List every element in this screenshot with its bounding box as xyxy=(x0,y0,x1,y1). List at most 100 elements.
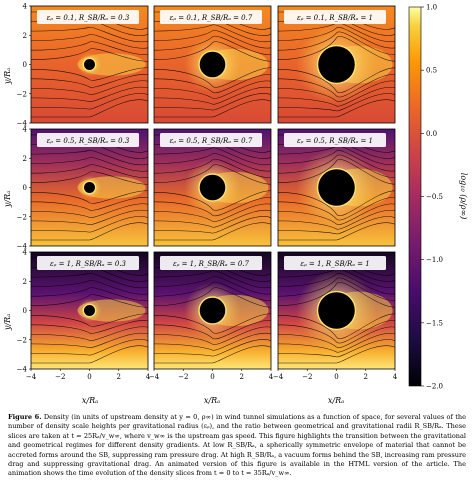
streamline xyxy=(278,27,395,49)
panel-label: εᵨ = 0.5, R_SB/Rₐ = 0.3 xyxy=(47,137,130,145)
panel-label-box xyxy=(37,10,139,24)
streamline xyxy=(278,203,395,225)
body xyxy=(84,59,95,70)
streamline xyxy=(154,158,271,178)
panel-label-box xyxy=(284,133,386,147)
streamline xyxy=(154,24,271,43)
panel-label-box xyxy=(160,256,262,270)
streamline xyxy=(31,34,148,49)
y-tick-label: −4 xyxy=(17,243,28,251)
density-panel: εᵨ = 0.1, R_SB/Rₐ = 1 xyxy=(277,5,396,124)
streamline xyxy=(154,86,271,105)
streamline xyxy=(31,203,148,218)
panel-label: εᵨ = 0.1, R_SB/Rₐ = 0.7 xyxy=(170,14,253,22)
streamline xyxy=(31,320,148,334)
y-tick-label: −4 xyxy=(17,366,28,374)
streamline xyxy=(154,222,271,241)
body xyxy=(318,292,355,329)
streamline xyxy=(154,190,271,211)
streamline xyxy=(278,210,395,230)
panel-label: εᵨ = 1, R_SB/Rₐ = 0.7 xyxy=(173,260,250,268)
streamline xyxy=(154,287,271,308)
y-tick-label: 0 xyxy=(23,184,27,192)
streamline xyxy=(154,209,271,228)
streamline xyxy=(31,339,148,356)
streamline xyxy=(154,345,271,364)
streamline xyxy=(154,270,271,289)
panel-label: εᵨ = 1, R_SB/Rₐ = 0.3 xyxy=(50,260,127,268)
colorbar-tick-label: −2.0 xyxy=(426,383,443,391)
streamline xyxy=(154,339,271,357)
streamline xyxy=(278,154,395,178)
colorbar-tick-label: 0.5 xyxy=(426,67,437,75)
colorbar-ticks: 1.0 0.5 0.0 −0.5 −1.0 −1.5 −2.0 xyxy=(421,4,443,391)
streamline xyxy=(154,41,271,62)
x-axis-label-col1: x/Rₐ xyxy=(82,396,98,405)
colorbar-tick-label: −1.5 xyxy=(426,319,443,327)
streamline xyxy=(278,93,395,112)
x-tick-label: 0 xyxy=(210,373,214,381)
panel-label: εᵨ = 1, R_SB/Rₐ = 1 xyxy=(300,260,369,268)
panel-label-box xyxy=(160,133,262,147)
y-tick-label: −4 xyxy=(17,120,28,128)
panel-label-box xyxy=(284,10,386,24)
density-panel: εᵨ = 0.5, R_SB/Rₐ = 0.7 xyxy=(153,128,272,247)
streamline xyxy=(31,27,148,43)
streamline xyxy=(31,280,148,295)
caption-text: Density (in units of upstream density at… xyxy=(8,413,466,478)
streamline xyxy=(278,273,395,295)
streamline xyxy=(31,313,148,327)
body xyxy=(84,182,95,193)
body xyxy=(84,305,95,316)
x-tick-label: −4 xyxy=(149,373,160,381)
colorbar-tick-label: −1.0 xyxy=(426,256,443,264)
y-tick-label: −2 xyxy=(17,90,27,98)
density-panel: εᵨ = 0.5, R_SB/Rₐ = 1 xyxy=(277,128,396,247)
streamline xyxy=(154,326,271,345)
panel-label-box xyxy=(284,256,386,270)
streamline xyxy=(278,216,395,235)
streamline xyxy=(154,197,271,217)
streamline xyxy=(278,87,395,107)
streamline xyxy=(31,332,148,348)
streamline xyxy=(154,67,271,88)
panel-label: εᵨ = 0.5, R_SB/Rₐ = 0.7 xyxy=(170,137,253,145)
x-tick-label: −4 xyxy=(26,373,37,381)
streamline xyxy=(31,345,148,364)
y-tick-label: −2 xyxy=(17,213,27,221)
density-panel: εᵨ = 0.5, R_SB/Rₐ = 0.3 4 2 0 −2 −4 xyxy=(17,126,149,251)
streamline xyxy=(31,294,148,308)
colorbar-tick-label: 1.0 xyxy=(426,4,437,12)
colorbar xyxy=(408,6,422,387)
x-tick-label: 2 xyxy=(240,373,244,381)
streamline xyxy=(31,41,148,55)
streamline xyxy=(31,326,148,341)
streamline xyxy=(278,159,395,185)
streamline xyxy=(278,222,395,241)
y-axis-label-row3: y/Rₐ xyxy=(3,314,12,331)
colorbar-tick-label: −0.5 xyxy=(426,193,443,201)
x-tick-label: 4 xyxy=(269,373,274,381)
streamline xyxy=(278,339,395,358)
streamline xyxy=(154,320,271,340)
streamline xyxy=(154,99,271,118)
density-panel: εᵨ = 1, R_SB/Rₐ = 0.3 4 2 0 −2 −4−4 −2 0 2 4 xyxy=(17,249,151,382)
streamline xyxy=(278,150,395,172)
streamline xyxy=(154,153,271,172)
y-tick-label: 4 xyxy=(23,3,28,11)
y-tick-label: 0 xyxy=(23,61,27,69)
panel-frame xyxy=(277,128,396,247)
y-tick-label: 2 xyxy=(23,278,27,286)
figure-caption: Figure 6. Density (in units of upstream … xyxy=(8,413,466,479)
streamline xyxy=(278,74,395,98)
x-tick-label: 4 xyxy=(146,373,151,381)
panel-frame xyxy=(153,5,272,124)
panel-label-box xyxy=(37,133,139,147)
panel-frame xyxy=(153,128,272,247)
streamline xyxy=(154,276,271,295)
streamline xyxy=(154,216,271,234)
streamline xyxy=(154,80,271,99)
y-tick-label: 4 xyxy=(23,126,28,134)
streamline xyxy=(31,287,148,301)
